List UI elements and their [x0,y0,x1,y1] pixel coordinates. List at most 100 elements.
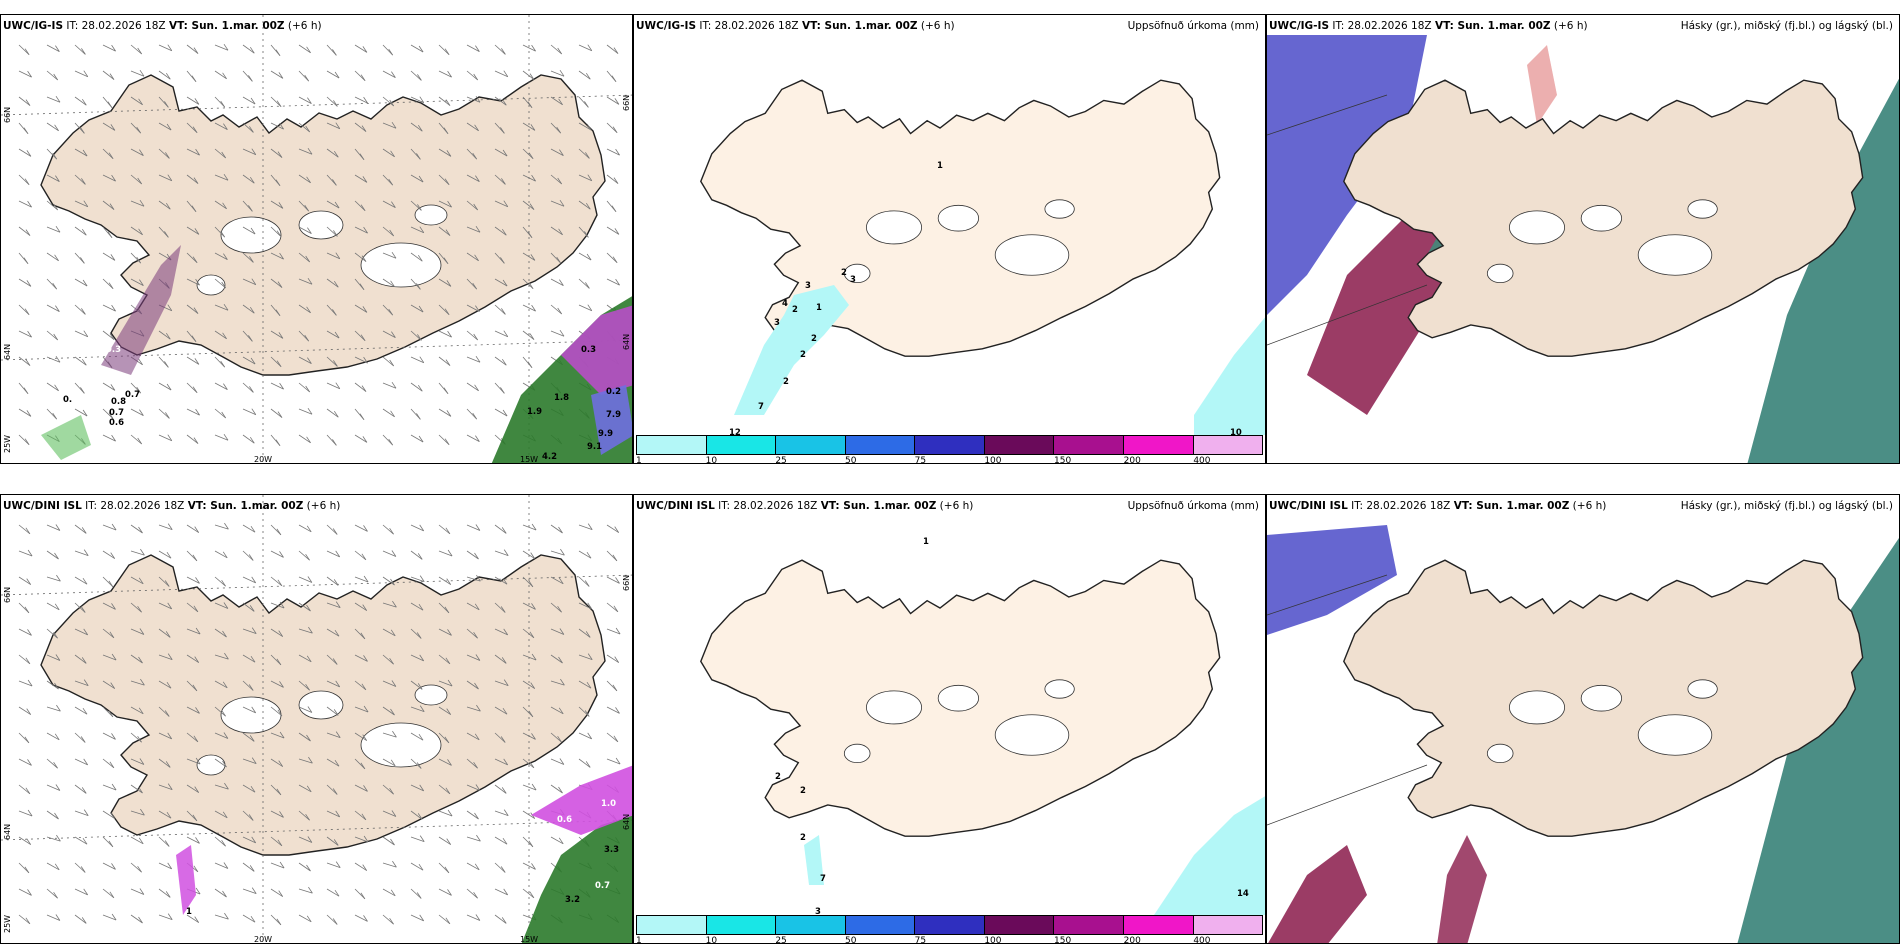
wind-barb-flag [165,631,171,638]
wind-barb [270,628,283,637]
wind-barb-flag [447,70,452,78]
precip-shading [1154,796,1265,915]
wind-barb [214,96,225,108]
wind-barb-flag [192,386,198,393]
wind-barb-flag [558,577,564,585]
wind-barb-flag [83,70,89,77]
wind-barb [214,706,226,717]
wind-barb-flag [139,758,145,765]
wind-barb-flag [500,387,505,394]
wind-barb [550,70,565,77]
wind-barb-flag [501,178,506,185]
wind-barb [494,44,506,55]
wind-barb-flag [557,47,563,55]
wind-barb [298,200,309,212]
wind-barb [298,628,313,634]
lon-label: 20W [254,935,273,944]
wind-barb [18,914,31,925]
wind-barb-flag [222,202,227,210]
wind-barb-flag [418,435,424,443]
wind-barb [158,732,172,740]
wind-barb [410,836,425,842]
wind-barb [410,602,424,611]
wind-barb-flag [54,254,59,262]
wind-barb [522,888,535,899]
wind-barb [74,44,86,55]
wind-barb-flag [446,410,452,417]
wind-barb [186,680,198,692]
precip-area-blue [591,385,632,455]
wind-barb-flag [81,228,87,236]
wind-barb-flag [613,605,619,613]
glacier-outline [937,204,980,232]
wind-barb [522,550,535,559]
wind-barb-flag [276,230,282,237]
wind-barb-flag [333,280,339,288]
wind-barb-flag [585,72,591,80]
wind-barb [466,758,478,769]
wind-barb [354,810,367,821]
wind-barb [550,252,561,264]
wind-barb [494,654,507,664]
init-time: IT: 28.02.2026 18Z [1351,500,1451,512]
wind-barb [354,252,367,262]
model-name: UWC/IG-IS [3,20,64,32]
wind-barb [242,408,256,416]
wind-barb-flag [474,384,479,392]
wind-barb [214,148,226,159]
wind-barb-flag [476,574,481,582]
glacier-outline [937,684,980,712]
wind-barb-flag [194,228,200,235]
precip-value: 2 [800,350,806,360]
wind-barb [46,200,58,211]
wind-barb-flag [137,735,142,743]
wind-barb-flag [278,332,284,339]
wind-barb-flag [391,810,397,817]
wind-barb-flag [108,412,114,419]
wind-barb-flag [305,255,311,263]
precip-value: 4.2 [542,452,558,462]
wind-barb-flag [474,682,479,690]
wind-barb-flag [279,811,284,818]
wind-barb [522,680,535,689]
wind-barb-flag [81,308,86,315]
wind-barb-flag [222,551,228,559]
wind-barb [242,304,255,314]
forecast-offset: (+6 h) [1553,20,1588,32]
wind-barb-flag [223,732,229,739]
forecast-offset: (+6 h) [306,500,341,512]
wind-barb-flag [304,74,310,82]
wind-barb-flag [332,528,338,535]
wind-barb [214,122,228,130]
wind-barb-flag [473,891,478,899]
wind-barb-flag [390,629,396,637]
wind-barb-flag [473,631,478,639]
wind-barb [410,122,423,132]
wind-barb-flag [558,526,563,534]
glacier-outline [1637,234,1713,276]
wind-barb-flag [418,45,424,53]
wind-barb [46,576,61,582]
wind-barb [242,732,255,742]
wind-barb [242,836,256,844]
wind-barb [74,524,87,534]
wind-barb [466,252,479,262]
wind-barb [242,278,256,286]
wind-barb-flag [221,411,227,419]
wind-barb-flag [530,682,536,689]
wind-barb-flag [500,736,506,743]
wind-barb [214,70,227,80]
wind-barb [522,252,536,261]
wind-barb [158,836,170,847]
wind-barb-flag [306,604,311,612]
wind-barb [242,628,257,634]
wind-barb [494,226,507,236]
wind-barb [354,628,366,640]
wind-barb [438,226,451,236]
wind-barb [214,654,229,660]
wind-barb [186,576,200,584]
wind-barb [158,524,173,530]
wind-barb [494,70,508,78]
lat-label: 64N [3,343,12,360]
wind-barb-flag [140,678,145,686]
